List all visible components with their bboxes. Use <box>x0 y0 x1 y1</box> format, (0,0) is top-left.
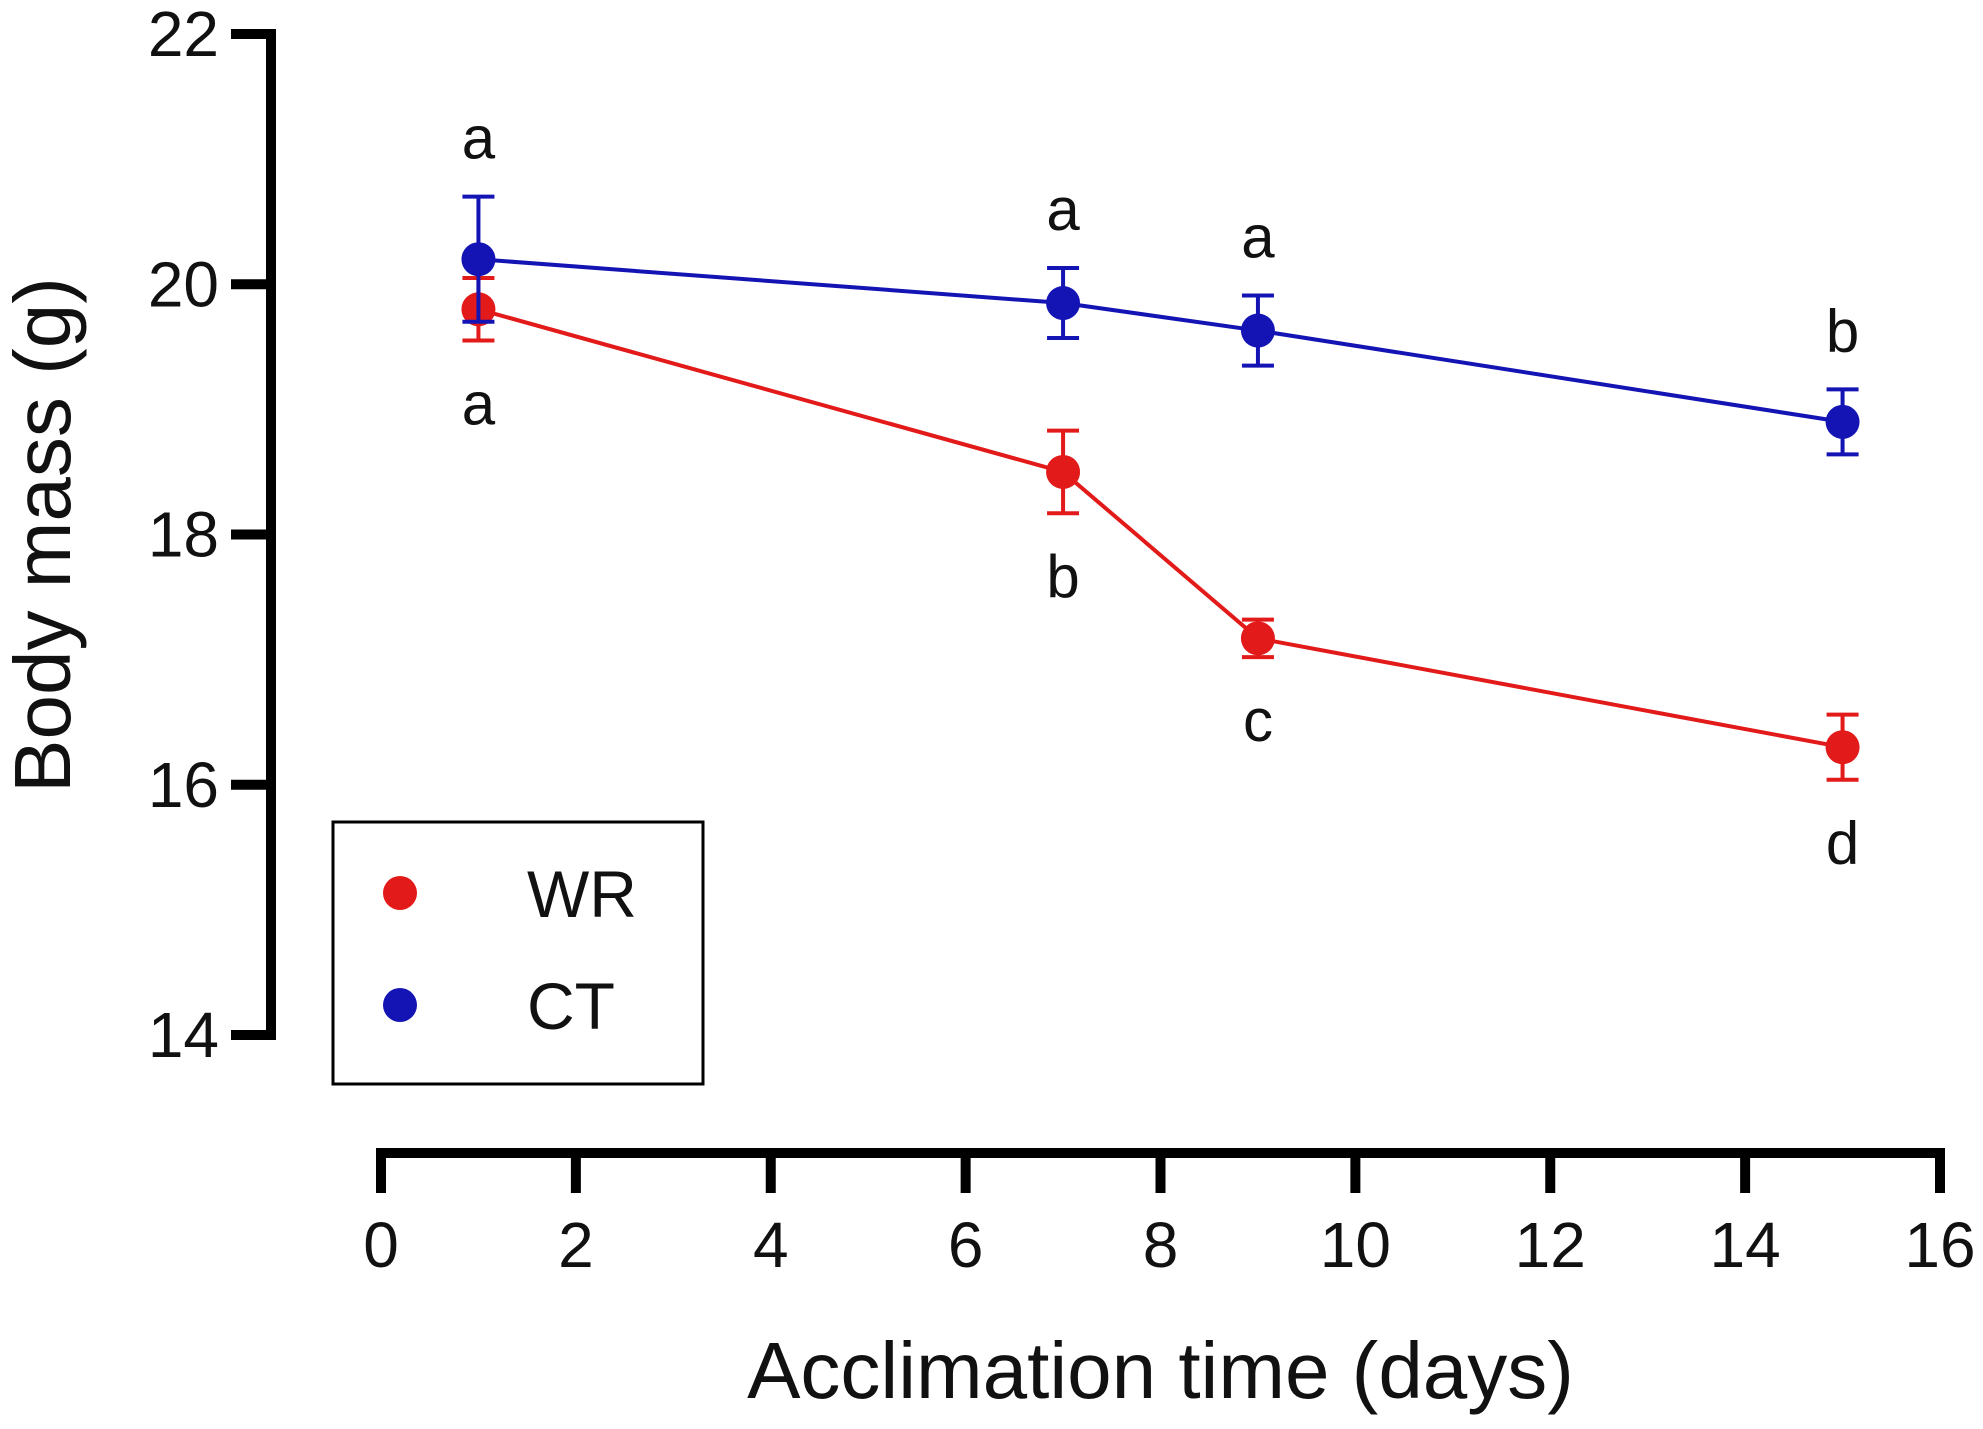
x-tick-label: 2 <box>558 1209 594 1281</box>
significance-letter: c <box>1243 687 1273 754</box>
data-point <box>1825 404 1860 439</box>
data-point <box>1240 621 1275 656</box>
x-tick-label: 6 <box>948 1209 984 1281</box>
legend-label-ct: CT <box>527 969 615 1043</box>
x-tick-label: 14 <box>1710 1209 1781 1281</box>
legend-marker-ct <box>383 988 417 1022</box>
x-tick-label: 8 <box>1143 1209 1179 1281</box>
significance-letter: d <box>1826 810 1859 877</box>
significance-letter: a <box>462 371 496 438</box>
data-point <box>1046 454 1081 489</box>
y-tick-label: 20 <box>148 248 219 320</box>
data-point <box>1240 313 1275 348</box>
series-wr: a b c d <box>461 275 1860 877</box>
series-layer: a b c d a a a b <box>461 105 1860 877</box>
significance-letter: a <box>1241 204 1275 271</box>
legend-box <box>331 820 705 1086</box>
x-tick-label: 4 <box>753 1209 789 1281</box>
series-line <box>477 307 1843 750</box>
x-axis-title: Acclimation time (days) <box>747 1326 1574 1415</box>
legend-marker-wr <box>383 876 417 910</box>
x-axis: 0 2 4 6 8 10 12 14 16 <box>363 1148 1976 1281</box>
data-point <box>461 242 496 277</box>
significance-letter: b <box>1046 543 1079 610</box>
y-axis: 14 16 18 20 22 <box>148 0 276 1071</box>
series-ct: a a a b <box>461 105 1860 457</box>
legend-label-wr: WR <box>527 857 637 931</box>
y-tick-label: 14 <box>148 999 219 1071</box>
x-tick-label: 12 <box>1515 1209 1586 1281</box>
significance-letter: a <box>1046 176 1080 243</box>
y-axis-title: Body mass (g) <box>0 277 87 793</box>
y-tick-label: 22 <box>148 0 219 70</box>
data-point <box>1046 286 1081 321</box>
data-point <box>1825 730 1860 765</box>
series-line <box>478 257 1843 424</box>
x-tick-label: 0 <box>363 1209 399 1281</box>
x-tick-label: 10 <box>1320 1209 1391 1281</box>
significance-letter: b <box>1826 297 1859 364</box>
significance-letter: a <box>462 105 496 172</box>
y-tick-label: 18 <box>148 499 219 571</box>
y-tick-label: 16 <box>148 749 219 821</box>
x-tick-label: 16 <box>1904 1209 1975 1281</box>
legend: WR CT <box>331 820 705 1086</box>
